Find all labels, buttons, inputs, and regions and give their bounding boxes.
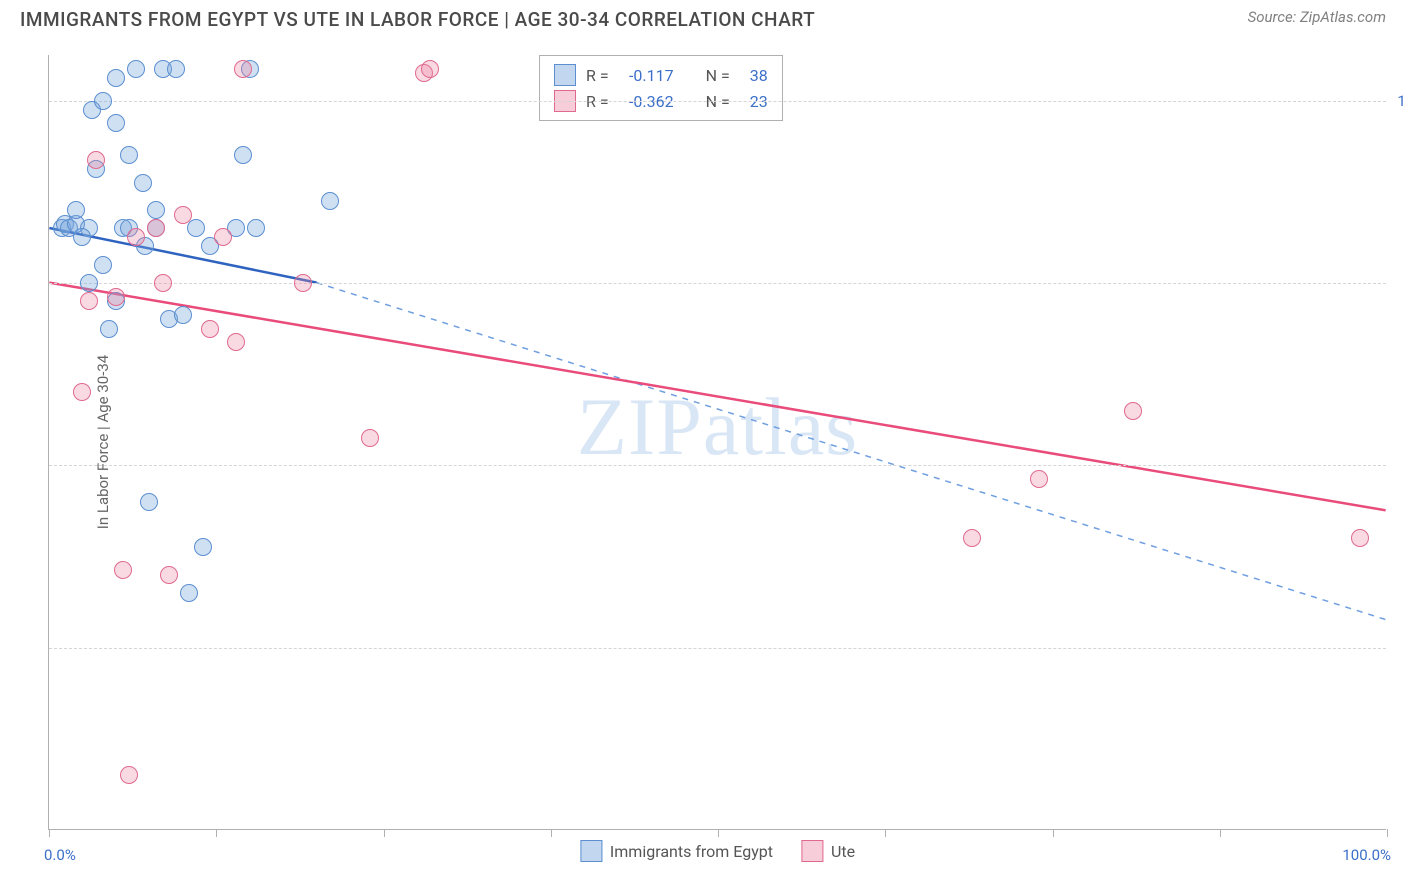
data-point [1351, 529, 1369, 547]
y-tick-label: 100.0% [1391, 92, 1406, 110]
gridline-horizontal [49, 648, 1386, 649]
x-tick-mark [1053, 829, 1054, 837]
x-axis-min-label: 0.0% [44, 846, 76, 864]
data-point [80, 292, 98, 310]
data-point [114, 561, 132, 579]
data-point [67, 201, 85, 219]
legend-swatch [580, 840, 602, 862]
data-point [963, 529, 981, 547]
x-tick-mark [216, 829, 217, 837]
chart-title: IMMIGRANTS FROM EGYPT VS UTE IN LABOR FO… [20, 8, 815, 31]
r-value: -0.117 [619, 66, 674, 85]
legend-swatch [801, 840, 823, 862]
data-point [194, 538, 212, 556]
bottom-legend-item: Ute [801, 840, 855, 862]
data-point [294, 274, 312, 292]
x-tick-mark [551, 829, 552, 837]
bottom-legend: Immigrants from Egypt Ute [580, 840, 855, 862]
trendlines-svg [49, 55, 1386, 829]
chart-source: Source: ZipAtlas.com [1248, 8, 1386, 26]
data-point [107, 288, 125, 306]
data-point [214, 228, 232, 246]
bottom-legend-item: Immigrants from Egypt [580, 840, 773, 862]
data-point [120, 146, 138, 164]
data-point [421, 60, 439, 78]
data-point [140, 493, 158, 511]
legend-label: Immigrants from Egypt [610, 842, 773, 861]
data-point [180, 584, 198, 602]
data-point [160, 566, 178, 584]
data-point [234, 60, 252, 78]
data-point [227, 333, 245, 351]
scatter-chart: In Labor Force | Age 30-34 ZIPatlas R =-… [48, 55, 1386, 830]
data-point [107, 69, 125, 87]
data-point [361, 429, 379, 447]
x-axis-max-label: 100.0% [1342, 846, 1391, 864]
data-point [134, 174, 152, 192]
data-point [127, 60, 145, 78]
legend-label: Ute [831, 842, 855, 861]
watermark: ZIPatlas [577, 380, 858, 474]
data-point [147, 219, 165, 237]
x-tick-mark [49, 829, 50, 837]
x-tick-mark [1220, 829, 1221, 837]
n-label: N = [706, 66, 730, 85]
chart-header: IMMIGRANTS FROM EGYPT VS UTE IN LABOR FO… [0, 0, 1406, 31]
data-point [107, 114, 125, 132]
data-point [147, 201, 165, 219]
data-point [201, 320, 219, 338]
n-value: 38 [740, 66, 768, 85]
x-tick-mark [1387, 829, 1388, 837]
y-axis-label: In Labor Force | Age 30-34 [94, 355, 112, 529]
data-point [80, 274, 98, 292]
data-point [247, 219, 265, 237]
x-tick-mark [384, 829, 385, 837]
gridline-horizontal [49, 101, 1386, 102]
y-tick-label: 80.0% [1391, 274, 1406, 292]
data-point [94, 92, 112, 110]
x-tick-mark [885, 829, 886, 837]
data-point [154, 274, 172, 292]
data-point [73, 383, 91, 401]
stats-legend-row: R = -0.117 N = 38 [554, 62, 768, 88]
data-point [120, 766, 138, 784]
data-point [234, 146, 252, 164]
y-tick-label: 60.0% [1391, 456, 1406, 474]
data-point [127, 228, 145, 246]
x-tick-mark [718, 829, 719, 837]
data-point [174, 206, 192, 224]
data-point [73, 228, 91, 246]
legend-swatch [554, 64, 576, 86]
data-point [187, 219, 205, 237]
gridline-horizontal [49, 283, 1386, 284]
data-point [1030, 470, 1048, 488]
stats-legend-box: R =-0.117N =38R =-0.362N =23 [539, 55, 783, 121]
y-tick-label: 40.0% [1391, 639, 1406, 657]
data-point [167, 60, 185, 78]
data-point [100, 320, 118, 338]
data-point [94, 256, 112, 274]
r-label: R = [586, 66, 609, 85]
data-point [174, 306, 192, 324]
gridline-horizontal [49, 465, 1386, 466]
data-point [1124, 402, 1142, 420]
data-point [321, 192, 339, 210]
data-point [87, 151, 105, 169]
